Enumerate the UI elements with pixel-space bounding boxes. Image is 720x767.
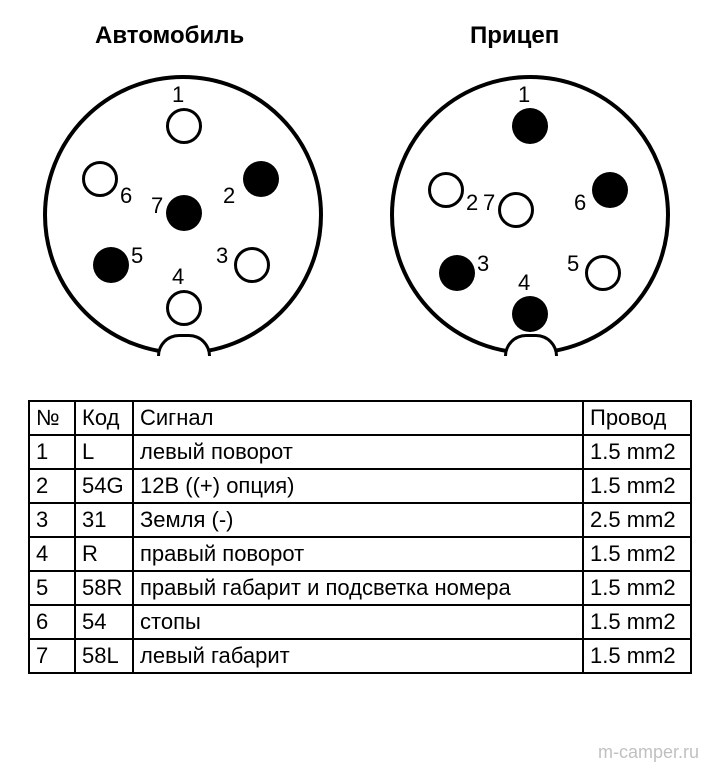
- trailer-pin-5: [585, 255, 621, 291]
- vehicle-pin-label-6: 6: [120, 183, 132, 209]
- col-signal: Сигнал: [133, 401, 583, 435]
- table-cell: Земля (-): [133, 503, 583, 537]
- table-cell: 2.5 mm2: [583, 503, 691, 537]
- vehicle-pin-4: [166, 290, 202, 326]
- signal-table: № Код Сигнал Провод 1Lлевый поворот1.5 m…: [28, 400, 692, 674]
- vehicle-pin-3: [234, 247, 270, 283]
- trailer-pin-label-5: 5: [567, 251, 579, 277]
- table-cell: 1.5 mm2: [583, 469, 691, 503]
- vehicle-pin-label-2: 2: [223, 183, 235, 209]
- table-cell: стопы: [133, 605, 583, 639]
- trailer-pin-label-3: 3: [477, 251, 489, 277]
- table-cell: 1: [29, 435, 75, 469]
- table-cell: левый поворот: [133, 435, 583, 469]
- vehicle-pin-1: [166, 108, 202, 144]
- watermark: m-camper.ru: [598, 742, 699, 763]
- table-cell: 7: [29, 639, 75, 673]
- col-num: №: [29, 401, 75, 435]
- table-cell: 6: [29, 605, 75, 639]
- trailer-pin-label-6: 6: [574, 190, 586, 216]
- vehicle-pin-6: [82, 161, 118, 197]
- table-cell: 3: [29, 503, 75, 537]
- table-cell: L: [75, 435, 133, 469]
- table-cell: 31: [75, 503, 133, 537]
- table-cell: 1.5 mm2: [583, 435, 691, 469]
- vehicle-pin-label-4: 4: [172, 264, 184, 290]
- trailer-pin-3: [439, 255, 475, 291]
- table-cell: 58L: [75, 639, 133, 673]
- col-wire: Провод: [583, 401, 691, 435]
- vehicle-pin-label-7: 7: [151, 193, 163, 219]
- table-cell: правый габарит и подсветка номера: [133, 571, 583, 605]
- table-cell: 58R: [75, 571, 133, 605]
- table-row: 254G12В ((+) опция)1.5 mm2: [29, 469, 691, 503]
- trailer-pin-6: [592, 172, 628, 208]
- header-left: Автомобиль: [95, 22, 244, 50]
- vehicle-pin-label-3: 3: [216, 243, 228, 269]
- trailer-pin-label-1: 1: [518, 82, 530, 108]
- table-row: 654стопы1.5 mm2: [29, 605, 691, 639]
- trailer-pin-2: [428, 172, 464, 208]
- table-cell: R: [75, 537, 133, 571]
- vehicle-pin-2: [243, 161, 279, 197]
- table-cell: 54: [75, 605, 133, 639]
- col-code: Код: [75, 401, 133, 435]
- vehicle-pin-label-1: 1: [172, 82, 184, 108]
- table-row: 1Lлевый поворот1.5 mm2: [29, 435, 691, 469]
- trailer-pin-1: [512, 108, 548, 144]
- trailer-pin-7: [498, 192, 534, 228]
- table-row: 758Lлевый габарит1.5 mm2: [29, 639, 691, 673]
- table-cell: 5: [29, 571, 75, 605]
- table-cell: левый габарит: [133, 639, 583, 673]
- diagram-canvas: Автомобиль Прицеп 12345671234567 № Код С…: [0, 0, 720, 767]
- vehicle-pin-label-5: 5: [131, 243, 143, 269]
- table-cell: 1.5 mm2: [583, 571, 691, 605]
- table-cell: 2: [29, 469, 75, 503]
- table-cell: 1.5 mm2: [583, 605, 691, 639]
- table-cell: 1.5 mm2: [583, 537, 691, 571]
- table-header-row: № Код Сигнал Провод: [29, 401, 691, 435]
- table-row: 4Rправый поворот1.5 mm2: [29, 537, 691, 571]
- vehicle-pin-5: [93, 247, 129, 283]
- vehicle-pin-7: [166, 195, 202, 231]
- trailer-pin-label-2: 2: [466, 190, 478, 216]
- header-right: Прицеп: [470, 22, 559, 50]
- table-row: 558Rправый габарит и подсветка номера1.5…: [29, 571, 691, 605]
- table-cell: правый поворот: [133, 537, 583, 571]
- table-cell: 4: [29, 537, 75, 571]
- table-cell: 12В ((+) опция): [133, 469, 583, 503]
- table-cell: 1.5 mm2: [583, 639, 691, 673]
- trailer-pin-4: [512, 296, 548, 332]
- trailer-pin-label-7: 7: [483, 190, 495, 216]
- trailer-pin-label-4: 4: [518, 270, 530, 296]
- table-row: 331Земля (-)2.5 mm2: [29, 503, 691, 537]
- table-cell: 54G: [75, 469, 133, 503]
